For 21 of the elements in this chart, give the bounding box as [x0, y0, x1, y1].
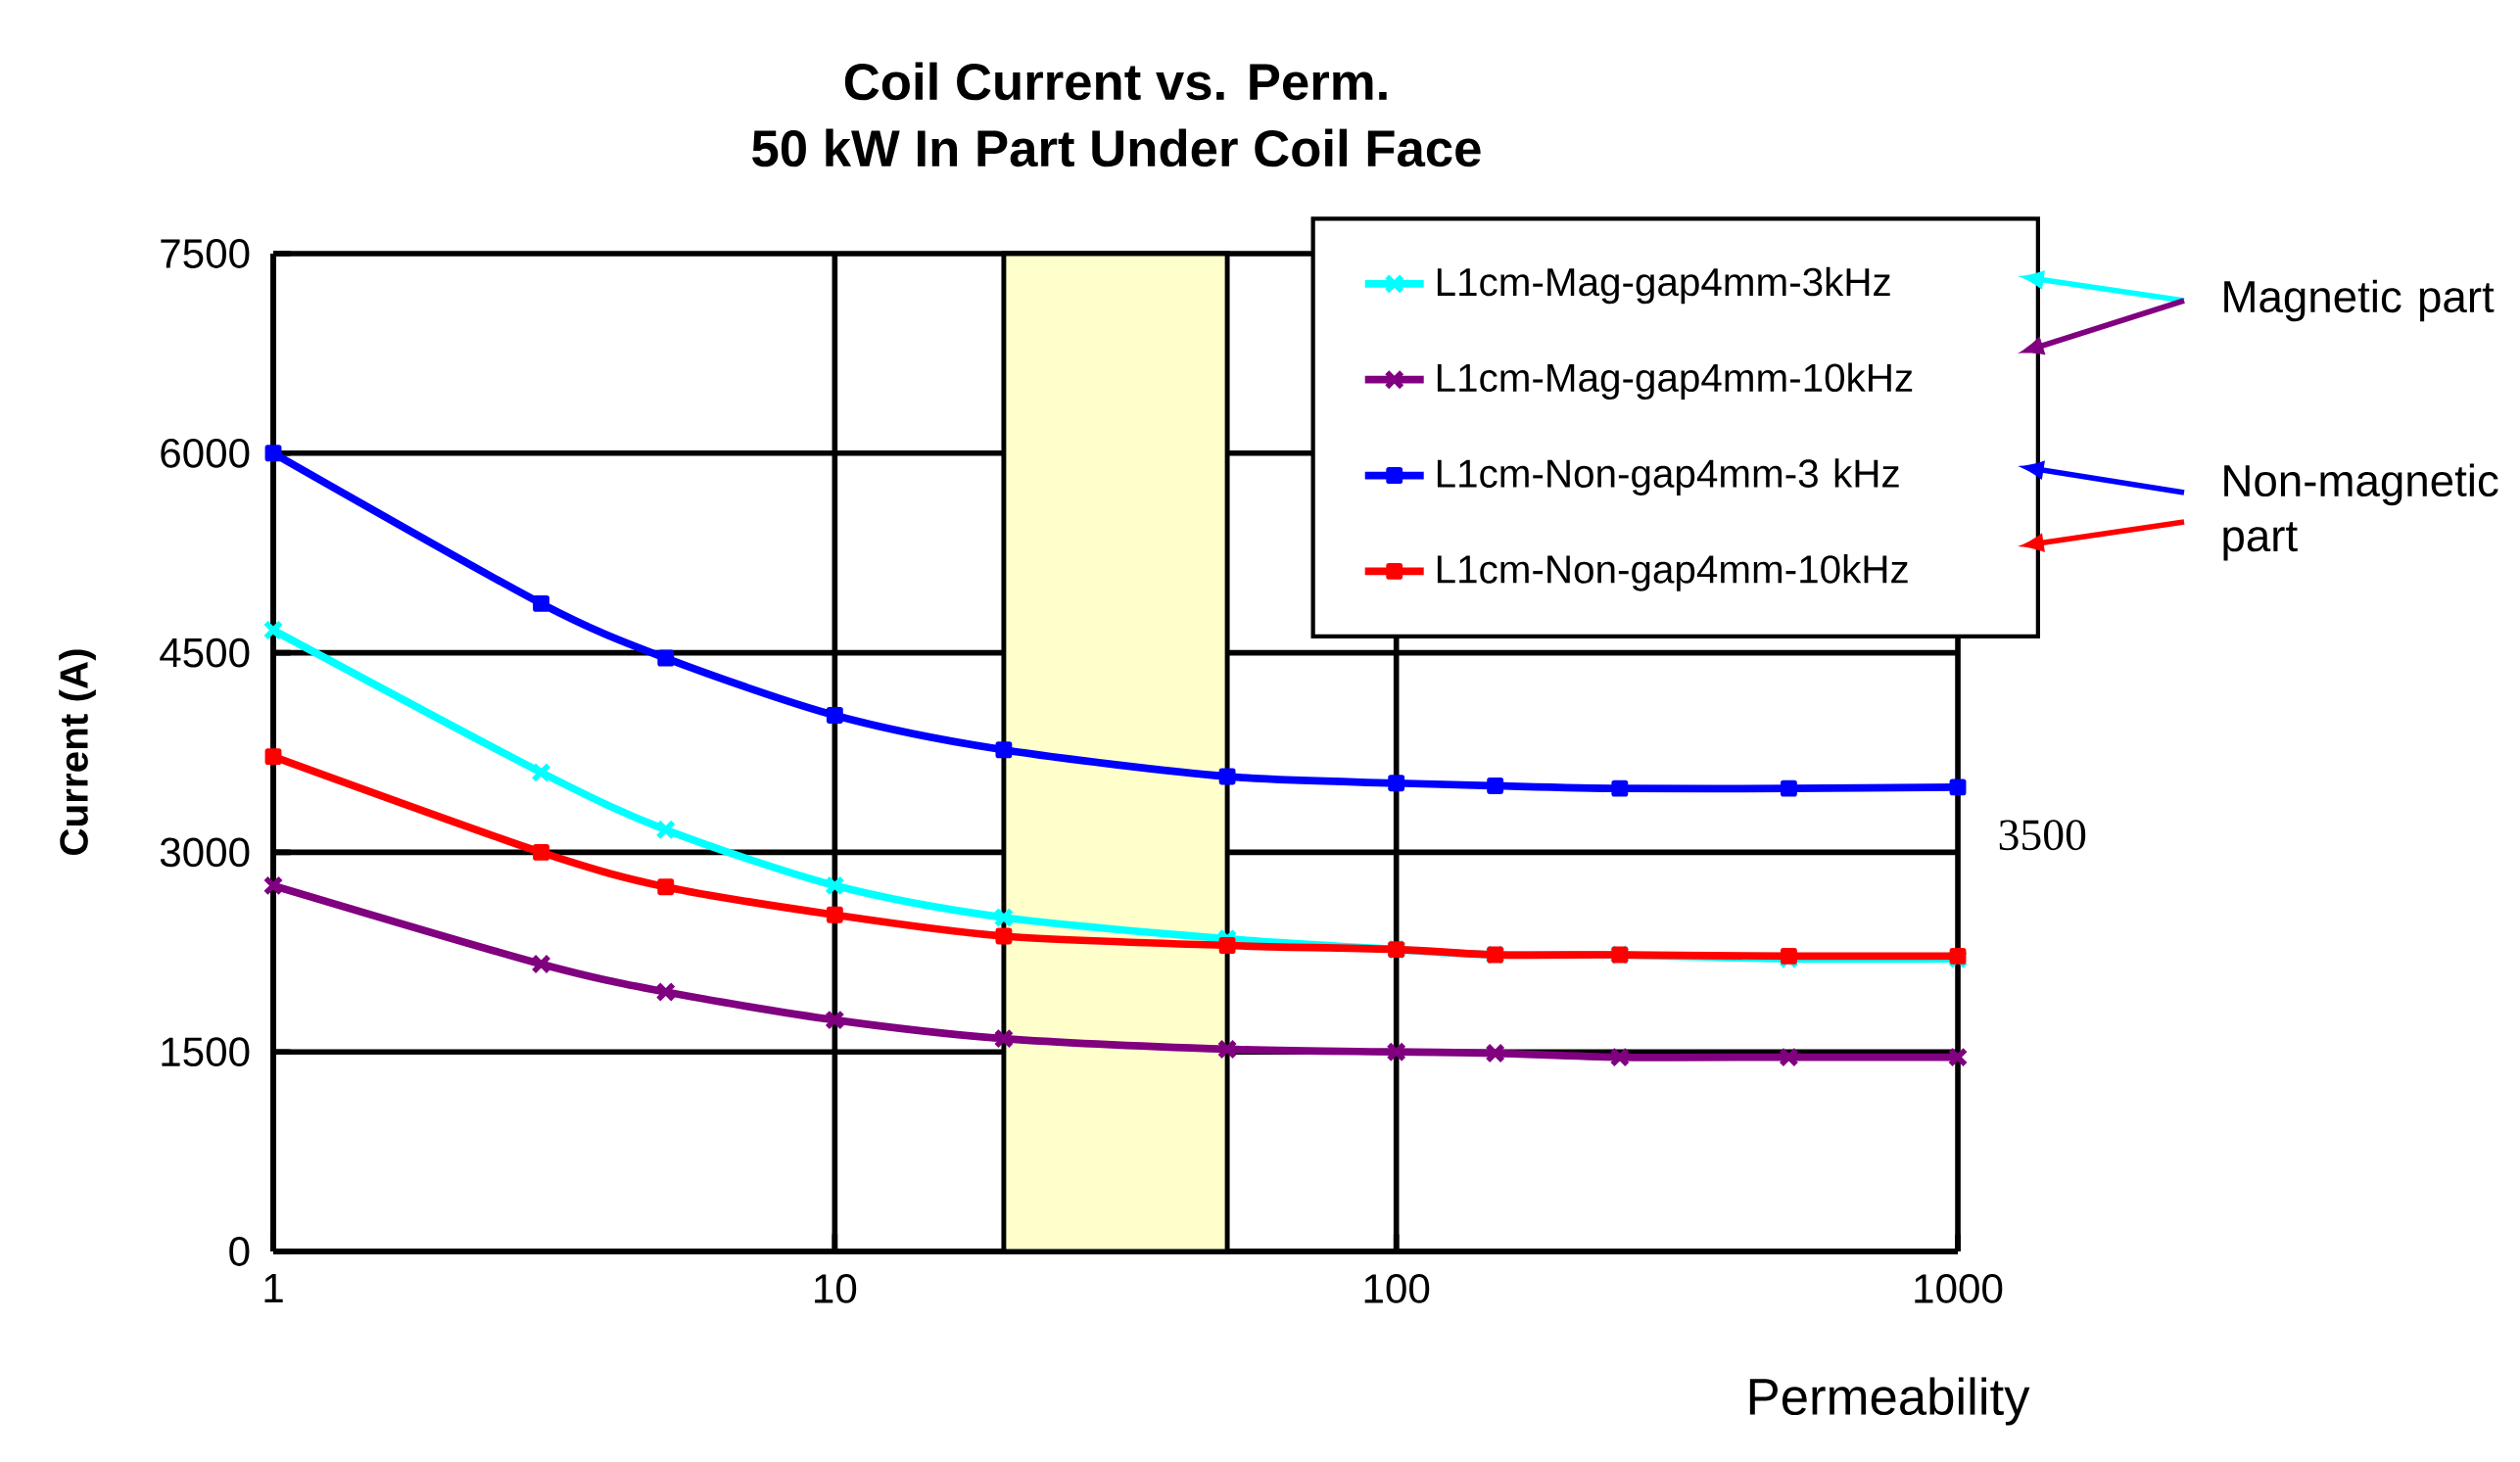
text: Non-magnetic part: [2223, 463, 2498, 561]
legend-label: L1cm-Non-gap4mm-3 kHz: [1437, 458, 1899, 495]
annotation: 3500: [1999, 820, 2086, 851]
legend-label: L1cm-Mag-gap4mm-10kHz: [1437, 362, 1913, 401]
x-tick-label: 1: [264, 1273, 283, 1302]
chart-title: Coil Current vs. Perm.: [844, 62, 1387, 101]
y-tick-label: 4500: [160, 637, 250, 668]
legend-label: L1cm-Non-gap4mm-10kHz: [1437, 554, 1908, 591]
y-tick-label: 7500: [161, 239, 250, 268]
chart-subtitle: 50 kW In Part Under Coil Face: [752, 128, 1481, 167]
x-axis-title: Permeability: [1749, 1377, 2030, 1426]
x-tick-label: 1000: [1915, 1273, 2003, 1303]
y-tick-label: 3000: [160, 837, 250, 868]
x-tick-label: 100: [1364, 1273, 1430, 1303]
y-axis-title: Current (A): [59, 649, 96, 855]
y-tick-label: 1500: [162, 1037, 250, 1067]
text: Magnetic part: [2224, 279, 2495, 322]
legend-label: L1cm-Mag-gap4mm-3kHz: [1437, 266, 1890, 305]
y-tick-label: 6000: [161, 438, 250, 468]
x-tick-label: 10: [815, 1273, 857, 1303]
y-tick-label: 0: [229, 1237, 250, 1266]
